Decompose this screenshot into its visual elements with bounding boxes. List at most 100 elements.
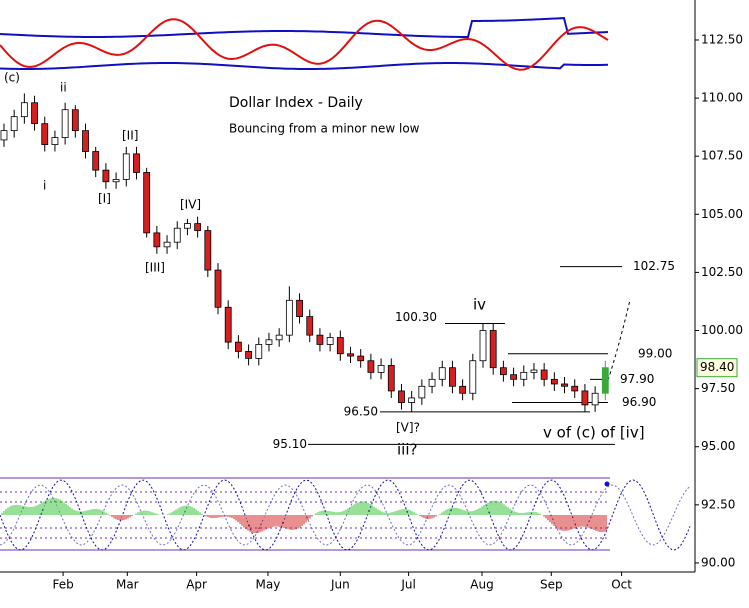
y-tick-label: 100.00 <box>701 323 743 337</box>
wave-label: ii <box>60 81 67 95</box>
candle-body <box>153 232 161 248</box>
candle-body <box>459 385 467 394</box>
candle-body <box>520 371 528 380</box>
projection <box>607 299 631 381</box>
candle-body <box>82 130 89 152</box>
candle-body <box>296 299 303 317</box>
wave-label: (c) <box>4 71 20 85</box>
candle-body <box>347 353 354 357</box>
candle-body <box>265 339 273 345</box>
last-price-label: 98.40 <box>700 360 734 374</box>
candle-body <box>275 334 283 341</box>
candle-body <box>510 374 517 380</box>
wave-label: [II] <box>122 129 138 143</box>
candle-body <box>571 385 579 392</box>
y-tick-label: 92.50 <box>701 497 735 511</box>
chart-subtitle: Bouncing from a minor new low <box>229 122 420 136</box>
chart-title: Dollar Index - Daily <box>229 95 363 111</box>
x-tick-label: Sep <box>540 578 563 592</box>
wave-label: [III] <box>145 261 165 275</box>
candle-body <box>438 367 446 380</box>
level-label: 97.90 <box>620 372 654 386</box>
candle-body <box>591 392 599 406</box>
candle-body <box>20 102 28 118</box>
candle-body <box>112 179 120 183</box>
x-tick-label: Jun <box>330 578 350 592</box>
oscillator <box>0 18 609 71</box>
candle-body <box>418 385 426 399</box>
candle-body <box>408 397 416 403</box>
x-tick-label: Jul <box>400 578 415 592</box>
y-tick-label: 112.50 <box>701 32 743 46</box>
candle-body <box>92 151 100 171</box>
candle-body <box>204 230 212 271</box>
candle-body <box>163 241 171 248</box>
candle-body <box>377 364 385 373</box>
candle-body <box>51 137 59 145</box>
wave-label: iii? <box>397 441 417 459</box>
candle-body <box>71 109 79 132</box>
x-tick-label: Apr <box>186 578 207 592</box>
wave-label: [IV] <box>180 198 201 212</box>
wave-label: [I] <box>98 192 111 206</box>
cycle-wave <box>0 479 691 551</box>
candle-body <box>306 316 314 336</box>
candle-body <box>581 390 589 406</box>
candle-body <box>234 341 242 352</box>
candle-body <box>41 123 49 145</box>
candle-body <box>357 355 365 362</box>
candle-body <box>214 269 222 308</box>
x-tick-label: Mar <box>116 578 139 592</box>
y-tick-label: 105.00 <box>701 207 743 221</box>
candle-body <box>173 227 181 243</box>
candle-body <box>255 344 263 359</box>
candle-body <box>489 330 497 369</box>
candle-body <box>184 223 191 229</box>
y-tick-label: 107.50 <box>701 149 743 163</box>
candle-body <box>0 130 8 141</box>
y-tick-label: 110.00 <box>701 91 743 105</box>
candle-body <box>326 337 334 345</box>
candle-body <box>316 334 324 345</box>
bottom-indicator <box>0 477 691 551</box>
signal-dot <box>604 481 610 487</box>
candle-body <box>61 109 69 138</box>
y-tick-label: 97.50 <box>701 381 735 395</box>
candle-body <box>194 223 202 231</box>
level-label: 102.75 <box>633 259 675 273</box>
candle-body <box>387 364 395 392</box>
candle-body <box>102 169 110 183</box>
candle-body <box>224 306 232 343</box>
level-label: 95.10 <box>273 437 307 451</box>
candle-body <box>499 367 507 376</box>
wave-label: i <box>43 179 46 193</box>
candle-body <box>143 172 151 234</box>
top-indicator <box>0 17 609 71</box>
level-label: 96.50 <box>344 404 378 418</box>
level-label: 100.30 <box>395 310 437 324</box>
candle-body <box>540 369 548 380</box>
candle-body <box>530 369 538 373</box>
x-tick-label: Oct <box>611 578 632 592</box>
wave-label: [V]? <box>396 421 420 435</box>
x-tick-label: Aug <box>470 578 493 592</box>
y-tick-label: 102.50 <box>701 265 743 279</box>
candle-body <box>479 330 487 362</box>
candle-body <box>285 299 293 336</box>
candle-body <box>550 378 558 385</box>
candle-body <box>10 116 18 132</box>
candle-body <box>561 383 568 387</box>
candle-body <box>398 390 405 403</box>
candle-body <box>122 153 130 180</box>
candle-body <box>133 153 140 173</box>
candle-body <box>449 367 456 387</box>
candle-body <box>336 337 344 355</box>
candle-body <box>245 351 252 359</box>
level-label: 96.90 <box>622 395 656 409</box>
level-label: 99.00 <box>638 346 672 360</box>
candle-body <box>367 360 375 373</box>
candle-body <box>428 378 436 387</box>
y-tick-label: 95.00 <box>701 439 735 453</box>
candle-body <box>601 367 609 394</box>
